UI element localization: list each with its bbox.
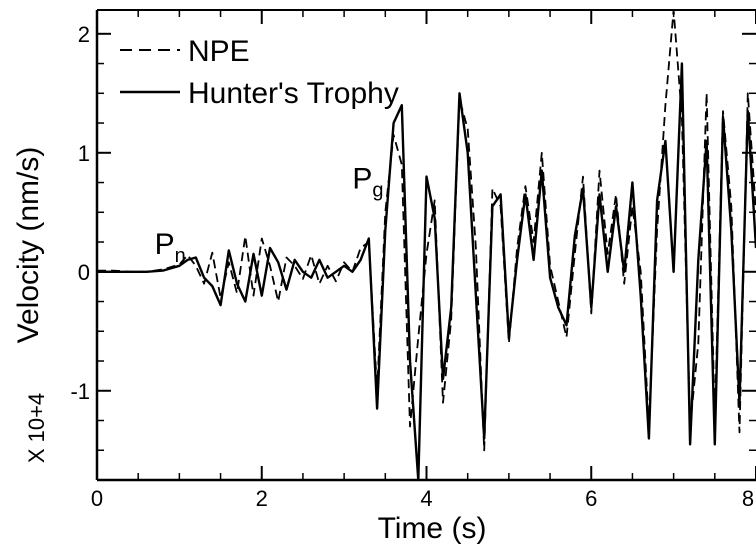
x-tick-label: 6 xyxy=(585,486,597,511)
annotation-pn: Pn xyxy=(155,228,186,267)
y-multiplier-label: X 10+4 xyxy=(24,393,49,463)
series-line-hunters-trophy xyxy=(97,62,756,480)
y-tick-label: 1 xyxy=(78,141,90,166)
legend: NPE Hunter's Trophy xyxy=(120,35,399,110)
y-tick-label: 0 xyxy=(78,260,90,285)
legend-label-hunters-trophy: Hunter's Trophy xyxy=(188,77,399,110)
x-tick-label: 0 xyxy=(91,486,103,511)
x-axis-title: Time (s) xyxy=(378,512,487,545)
x-tick-label: 8 xyxy=(742,486,754,511)
series-layer xyxy=(97,9,756,480)
y-tick-label: 2 xyxy=(78,22,90,47)
y-axis-title: Velocity (nm/s) xyxy=(12,147,45,344)
x-tick-label: 4 xyxy=(420,486,432,511)
y-tick-label: -1 xyxy=(70,379,90,404)
annotation-layer: Pn Pg xyxy=(155,162,384,266)
x-tick-label: 2 xyxy=(256,486,268,511)
tick-labels: 0 2 4 6 8 -1 0 1 2 xyxy=(70,22,754,511)
legend-label-npe: NPE xyxy=(188,35,250,68)
annotation-pg: Pg xyxy=(352,162,383,201)
